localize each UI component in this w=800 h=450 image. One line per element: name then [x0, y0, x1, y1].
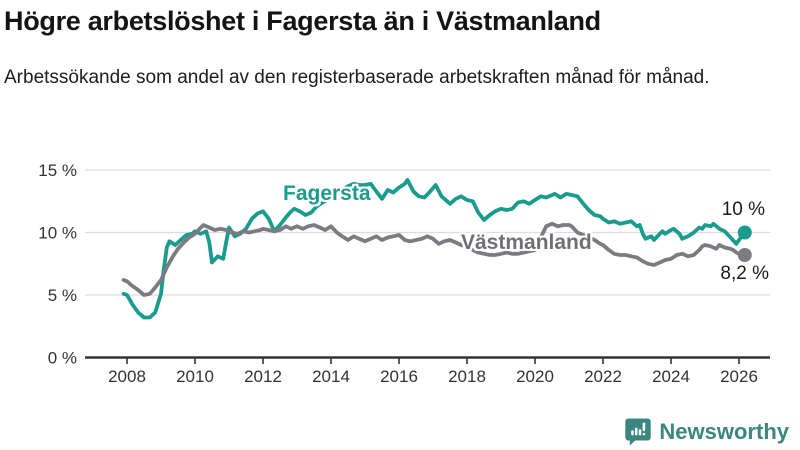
series-label-vastmanland: Västmanland	[461, 231, 592, 254]
y-tick-label: 15 %	[38, 161, 77, 180]
x-tick-label: 2016	[380, 367, 418, 386]
x-tick-label: 2010	[176, 367, 214, 386]
x-tick-label: 2012	[244, 367, 282, 386]
series-line-fagersta	[121, 178, 747, 320]
end-value-label-fagersta: 10 %	[721, 199, 765, 220]
y-tick-label: 5 %	[48, 286, 77, 305]
chart-subtitle: Arbetssökande som andel av den registerb…	[4, 67, 710, 88]
y-tick-label: 0 %	[48, 349, 77, 368]
x-tick-label: 2026	[720, 367, 758, 386]
x-tick-label: 2022	[584, 367, 622, 386]
x-tick-label: 2024	[652, 367, 690, 386]
chart-title: Högre arbetslöshet i Fagersta än i Västm…	[4, 6, 601, 36]
series-line-västmanland	[121, 221, 747, 297]
newsworthy-wordmark: Newsworthy	[659, 418, 789, 444]
y-tick-label: 10 %	[38, 224, 77, 243]
x-tick-label: 2018	[448, 367, 486, 386]
newsworthy-logo: Newsworthy	[624, 417, 789, 446]
x-tick-label: 2020	[516, 367, 554, 386]
end-value-label-vastmanland: 8,2 %	[720, 263, 769, 284]
x-tick-label: 2014	[312, 367, 350, 386]
series-end-dot-fagersta	[737, 225, 752, 240]
newsworthy-speech-bubble-icon	[625, 418, 652, 446]
x-tick-label: 2008	[108, 367, 146, 386]
series-label-fagersta: Fagersta	[283, 182, 371, 205]
series-end-dot-västmanland	[737, 248, 752, 262]
